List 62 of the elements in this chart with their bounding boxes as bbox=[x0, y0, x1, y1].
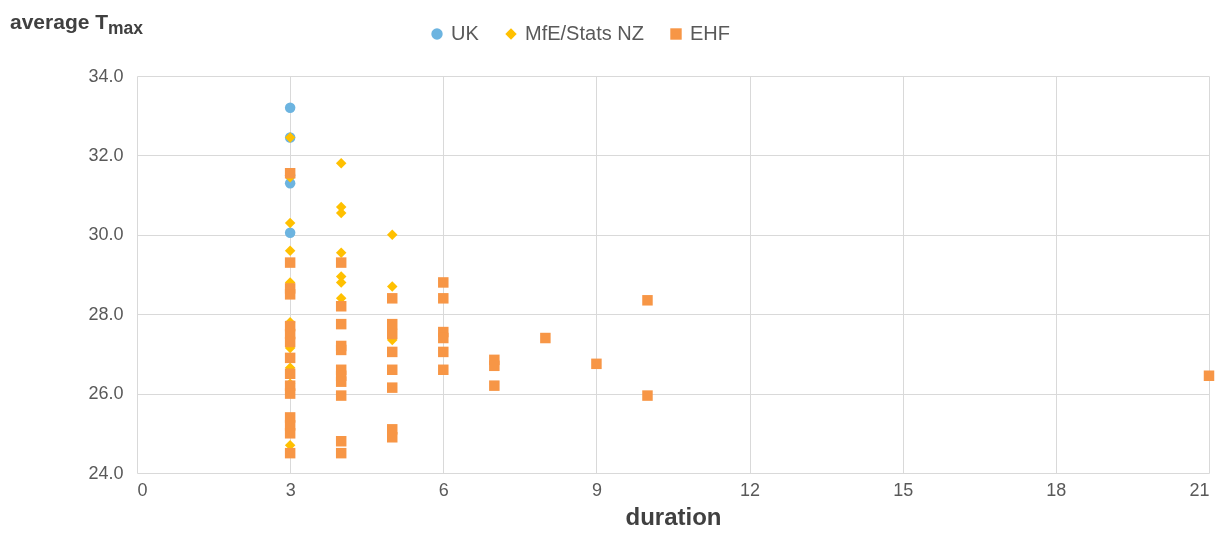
point bbox=[284, 217, 296, 229]
x-tick-label: 21 bbox=[1189, 479, 1210, 500]
point bbox=[335, 390, 347, 401]
y-tick-label: 26.0 bbox=[88, 383, 124, 404]
point bbox=[540, 332, 551, 344]
point bbox=[642, 295, 653, 306]
point bbox=[335, 376, 347, 387]
point bbox=[438, 277, 449, 288]
x-tick-label: 6 bbox=[438, 479, 449, 500]
point bbox=[386, 293, 398, 304]
point bbox=[284, 102, 296, 113]
point bbox=[335, 301, 347, 312]
point bbox=[386, 382, 398, 393]
point bbox=[1203, 370, 1215, 381]
legend-label: UK bbox=[451, 22, 480, 44]
point bbox=[438, 293, 449, 304]
y-axis-title: average T$_{max}$ bbox=[10, 10, 144, 40]
point bbox=[386, 346, 398, 358]
point bbox=[284, 289, 296, 300]
point bbox=[284, 257, 296, 268]
point bbox=[386, 432, 398, 443]
point bbox=[284, 227, 296, 239]
y-tick-label: 24.0 bbox=[88, 462, 124, 483]
y-tick-label: 34.0 bbox=[88, 65, 124, 86]
legend-label: EHF bbox=[690, 22, 730, 44]
point bbox=[386, 328, 398, 340]
point bbox=[489, 380, 500, 391]
x-tick-label: 9 bbox=[591, 479, 602, 500]
point bbox=[284, 245, 296, 256]
point bbox=[284, 447, 296, 459]
y-tick-label: 28.0 bbox=[88, 303, 124, 324]
legend-label: MfE/Stats NZ bbox=[525, 22, 644, 44]
point bbox=[335, 247, 347, 258]
x-axis-title: duration bbox=[625, 502, 722, 530]
x-tick-label: 12 bbox=[740, 479, 761, 500]
point bbox=[489, 360, 500, 372]
point bbox=[386, 318, 398, 330]
point bbox=[591, 358, 602, 370]
x-tick-label: 3 bbox=[285, 479, 296, 500]
point bbox=[284, 428, 296, 439]
point bbox=[284, 352, 296, 364]
point bbox=[284, 388, 296, 399]
x-tick-label: 15 bbox=[893, 479, 914, 500]
point bbox=[438, 332, 449, 344]
point bbox=[335, 447, 347, 459]
point bbox=[335, 436, 347, 447]
x-tick-label: 0 bbox=[137, 479, 148, 500]
point bbox=[335, 344, 347, 356]
point bbox=[386, 364, 398, 376]
x-tick-label: 18 bbox=[1046, 479, 1067, 500]
point bbox=[284, 368, 296, 379]
point bbox=[386, 229, 398, 241]
y-tick-label: 30.0 bbox=[88, 224, 124, 245]
point bbox=[438, 346, 449, 358]
point bbox=[642, 390, 653, 401]
point bbox=[284, 336, 296, 348]
point bbox=[386, 281, 398, 292]
point bbox=[335, 257, 347, 268]
point bbox=[335, 318, 347, 330]
y-tick-label: 32.0 bbox=[88, 144, 124, 165]
point bbox=[438, 364, 449, 376]
point bbox=[335, 158, 347, 169]
